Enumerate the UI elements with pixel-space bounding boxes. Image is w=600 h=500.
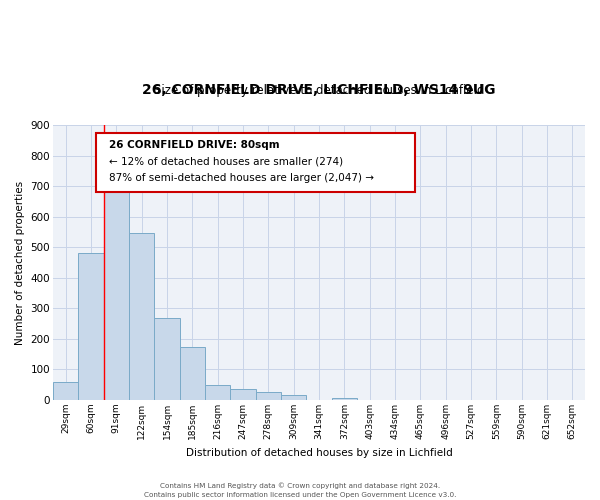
Bar — [256, 392, 281, 400]
Text: Contains HM Land Registry data © Crown copyright and database right 2024.: Contains HM Land Registry data © Crown c… — [160, 482, 440, 489]
Text: Contains public sector information licensed under the Open Government Licence v3: Contains public sector information licen… — [144, 492, 456, 498]
Bar — [179, 346, 205, 400]
Bar — [129, 234, 154, 400]
Y-axis label: Number of detached properties: Number of detached properties — [15, 180, 25, 344]
Text: 26 CORNFIELD DRIVE: 80sqm: 26 CORNFIELD DRIVE: 80sqm — [109, 140, 280, 150]
FancyBboxPatch shape — [95, 134, 415, 192]
X-axis label: Distribution of detached houses by size in Lichfield: Distribution of detached houses by size … — [185, 448, 452, 458]
Bar — [230, 390, 256, 400]
Text: 26, CORNFIELD DRIVE, LICHFIELD, WS14 9UG: 26, CORNFIELD DRIVE, LICHFIELD, WS14 9UG — [142, 84, 496, 98]
Bar — [332, 398, 357, 400]
Title: Size of property relative to detached houses in Lichfield: Size of property relative to detached ho… — [154, 84, 484, 98]
Text: 87% of semi-detached houses are larger (2,047) →: 87% of semi-detached houses are larger (… — [109, 173, 374, 183]
Bar — [104, 180, 129, 400]
Bar — [205, 386, 230, 400]
Bar — [154, 318, 179, 400]
Text: ← 12% of detached houses are smaller (274): ← 12% of detached houses are smaller (27… — [109, 156, 343, 166]
Bar — [281, 396, 307, 400]
Bar — [78, 254, 104, 400]
Bar — [53, 382, 78, 400]
